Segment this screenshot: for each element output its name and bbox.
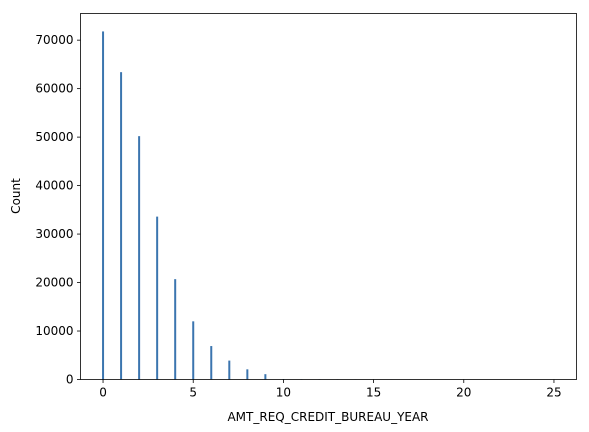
x-tick-label: 10 [276, 386, 291, 400]
bar [120, 72, 123, 380]
bar [174, 279, 177, 380]
y-axis-label: Count [9, 178, 23, 214]
bar [102, 31, 105, 380]
x-tick-label: 5 [189, 386, 197, 400]
plot-frame [80, 13, 577, 380]
y-tick-label: 50000 [35, 130, 73, 144]
y-tick-label: 30000 [35, 227, 73, 241]
bar [228, 360, 231, 380]
y-tick-label: 70000 [35, 33, 73, 47]
bar [264, 374, 267, 380]
bar [192, 321, 195, 380]
y-tick-label: 40000 [35, 179, 73, 193]
y-tick-label: 60000 [35, 82, 73, 96]
x-tick-label: 20 [456, 386, 471, 400]
bar [138, 136, 141, 380]
y-tick-label: 20000 [35, 276, 73, 290]
x-tick-label: 25 [546, 386, 561, 400]
x-ticks: 0 5 10 15 20 25 [99, 379, 562, 400]
x-tick-label: 0 [99, 386, 107, 400]
y-ticks: 0 10000 20000 30000 40000 50000 60000 70000 [35, 33, 81, 387]
bar [210, 346, 213, 380]
y-tick-label: 10000 [35, 324, 73, 338]
bars-group [102, 31, 519, 380]
bar [156, 216, 159, 380]
bar [246, 369, 249, 380]
x-tick-label: 15 [366, 386, 381, 400]
y-tick-label: 0 [66, 373, 74, 387]
x-axis-label: AMT_REQ_CREDIT_BUREAU_YEAR [227, 410, 428, 424]
